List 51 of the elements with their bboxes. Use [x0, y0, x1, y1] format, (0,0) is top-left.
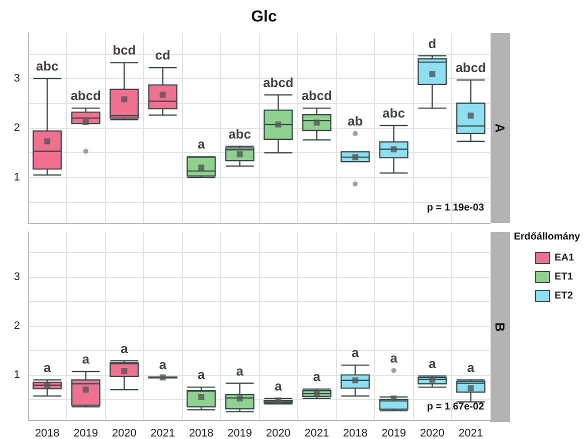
annotation: a: [428, 356, 437, 371]
annotation: a: [313, 369, 322, 384]
annotation: abcd: [302, 88, 332, 104]
x-tick-label: 2020: [266, 428, 290, 439]
annotation: abc: [36, 58, 58, 74]
legend-title: Erdőállomány: [514, 232, 580, 242]
chart-title: Glc: [251, 8, 277, 26]
annotation: p = 1,19e-03: [427, 202, 484, 214]
x-tick-label: 2019: [382, 428, 406, 439]
annotation: a: [198, 367, 206, 382]
annotation: a: [467, 360, 476, 375]
text: A: [492, 123, 508, 134]
annotation: abc: [382, 106, 405, 121]
y-tick-label: 1: [14, 368, 20, 381]
annotation: a: [390, 350, 398, 366]
annotation: a: [120, 340, 129, 356]
annotation: ab: [348, 113, 363, 128]
annotation: a: [44, 360, 52, 375]
x-tick-label: 2021: [150, 428, 175, 439]
annotation: a: [159, 356, 168, 372]
y-tick-label: 1: [14, 171, 20, 184]
x-tick-label: 2021: [304, 428, 329, 439]
legend-label: EA1: [554, 252, 574, 264]
annotation: a: [82, 352, 90, 367]
x-tick-label: 2018: [343, 428, 368, 439]
x-tick-label: 2019: [228, 428, 252, 439]
legend-label: ET2: [554, 290, 574, 302]
text: B: [492, 322, 508, 332]
annotation: d: [428, 36, 436, 51]
annotation: cd: [155, 48, 170, 63]
annotation: bcd: [112, 42, 136, 58]
x-tick-label: 2019: [74, 428, 98, 439]
annotation: abcd: [70, 88, 101, 104]
x-tick-label: 2021: [458, 428, 483, 439]
annotation: a: [274, 378, 283, 394]
annotation: p = 1,67e-02: [427, 402, 484, 412]
annotation: a: [198, 136, 206, 152]
annotation: abcd: [456, 60, 486, 76]
x-tick-label: 2018: [35, 428, 60, 439]
annotation: a: [352, 345, 360, 360]
annotation: abcd: [263, 74, 294, 90]
annotation: abc: [228, 126, 251, 142]
legend-label: ET1: [554, 272, 574, 282]
x-tick-label: 2020: [112, 428, 136, 439]
y-tick-label: 2: [14, 122, 20, 134]
y-tick-label: 3: [14, 72, 20, 85]
x-tick-label: 2018: [189, 428, 214, 439]
annotation: a: [236, 363, 244, 378]
y-tick-label: 3: [14, 271, 20, 284]
x-tick-label: 2020: [420, 428, 444, 439]
y-tick-label: 2: [14, 320, 20, 332]
